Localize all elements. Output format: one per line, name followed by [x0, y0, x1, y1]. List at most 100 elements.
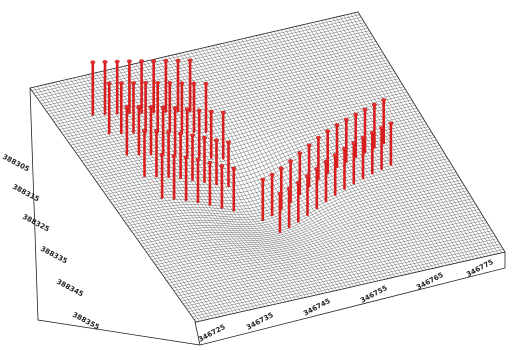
mesh-gridline [186, 238, 497, 310]
pile-head [315, 136, 321, 140]
pile-marker [155, 81, 161, 134]
pile-head [297, 151, 303, 155]
pile-head [171, 154, 177, 158]
pile-head [351, 141, 357, 145]
mesh-gridline [195, 251, 506, 323]
pile-marker [231, 166, 237, 212]
pile-marker [226, 140, 231, 188]
pile-head [371, 102, 377, 107]
pile-marker [143, 81, 149, 134]
pile-head [183, 155, 189, 160]
pile-marker [160, 105, 166, 156]
pile-marker [315, 136, 321, 181]
terrain-surface-mesh [29, 11, 506, 323]
pile-head [278, 166, 284, 171]
pile-marker [371, 102, 377, 149]
pile-marker [286, 187, 292, 229]
y-tick-label: 388305 [1, 153, 31, 174]
pile-head [208, 109, 214, 114]
pile-head [343, 117, 349, 122]
pile-marker [118, 81, 124, 135]
pile-marker [178, 131, 184, 180]
pile-head [114, 59, 120, 64]
pile-marker [351, 141, 357, 185]
pile-marker [148, 105, 154, 156]
mesh-gridline [177, 225, 489, 297]
mesh-gridline [179, 227, 491, 299]
pile-head [166, 130, 172, 134]
pile-marker [190, 133, 195, 181]
pile-head [124, 105, 130, 109]
pile-head [142, 128, 147, 133]
mesh-gridline [346, 14, 495, 255]
pile-marker [388, 121, 394, 166]
pile-marker [90, 60, 96, 116]
pile-head [159, 153, 165, 157]
mesh-gridline [332, 17, 482, 258]
pile-head [269, 172, 275, 177]
pile-marker [102, 60, 108, 116]
pile-head [286, 187, 292, 191]
pile-marker [362, 107, 368, 154]
pile-marker [314, 167, 320, 210]
mesh-gridline [339, 16, 488, 256]
pile-head [362, 107, 368, 112]
pile-marker [195, 157, 201, 204]
pile-head [148, 105, 154, 109]
mesh-gridline [192, 246, 502, 317]
mesh-gridline [350, 13, 499, 254]
pile-marker [325, 129, 331, 175]
pile-marker [214, 138, 219, 186]
pile-marker [184, 107, 190, 157]
pile-head [332, 153, 338, 157]
pile-head [143, 81, 149, 85]
pile-marker [269, 172, 275, 217]
pile-head [175, 58, 181, 63]
pile-head [231, 166, 237, 171]
pile-marker [139, 59, 145, 114]
pile-marker [260, 177, 266, 222]
mesh-gridline [317, 21, 468, 261]
pile-marker [323, 159, 329, 203]
pile-marker [297, 151, 303, 196]
pile-marker [332, 153, 338, 196]
pile-head [90, 60, 96, 64]
pile-head [295, 180, 301, 185]
pile-head [187, 58, 193, 63]
pile-head [306, 143, 312, 147]
pile-head [126, 59, 132, 64]
pile-head [195, 157, 201, 162]
mesh-gridline [170, 214, 483, 286]
pile-head [214, 138, 219, 142]
pile-marker [381, 98, 387, 145]
pile-head [379, 126, 385, 130]
pile-marker [277, 191, 283, 234]
pile-head [179, 81, 185, 85]
mesh-gridline [175, 222, 488, 294]
pile-head [288, 159, 294, 163]
pile-marker [288, 159, 294, 203]
pile-head [388, 121, 394, 126]
pile-head [203, 81, 209, 86]
pile-head [353, 112, 359, 117]
pile-marker [305, 174, 310, 217]
pile-head [139, 59, 145, 63]
pile-head [260, 177, 266, 182]
pile-head [184, 107, 190, 111]
pile-marker [191, 81, 197, 134]
pile-head [155, 81, 161, 85]
pile-head [325, 129, 331, 133]
pile-marker [167, 81, 173, 134]
mesh-gridline [343, 15, 492, 256]
pile-head [191, 81, 197, 86]
pile-head [167, 81, 173, 85]
pile-head [202, 135, 207, 140]
mesh-gridline [173, 219, 486, 291]
pile-head [163, 58, 169, 63]
pile-marker [360, 136, 366, 180]
pile-head [277, 191, 283, 196]
pile-marker [131, 81, 136, 134]
pile-marker [166, 130, 172, 178]
pile-head [342, 147, 347, 151]
